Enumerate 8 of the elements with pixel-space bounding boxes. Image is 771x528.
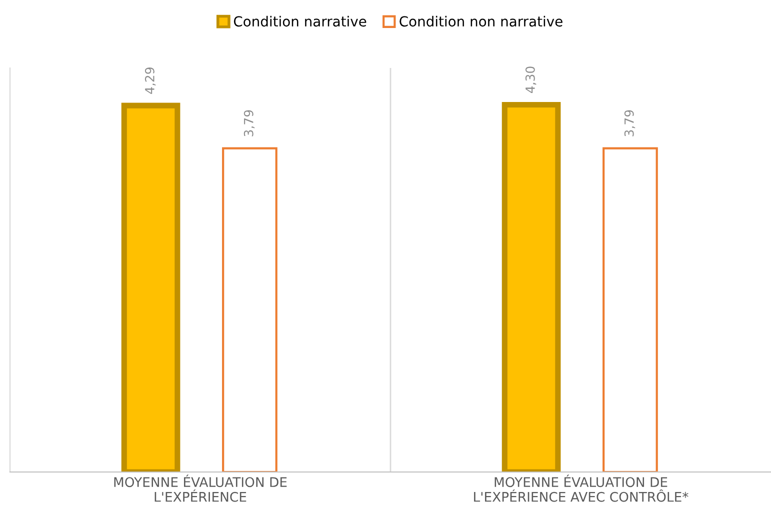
x-tick-label: MOYENNE ÉVALUATION DE L'EXPÉRIENCE AVEC CONTRÔLE* — [474, 474, 688, 502]
x-tick-label: MOYENNE ÉVALUATION DE L'EXPÉRIENCE — [114, 474, 287, 502]
legend-label: Condition non narrative — [400, 16, 562, 27]
data-label: 3,79 — [624, 110, 636, 136]
data-label: 4,29 — [144, 68, 156, 94]
data-label: 3,79 — [244, 110, 255, 136]
legend-label: Condition narrative — [234, 16, 366, 27]
data-label: 4,30 — [525, 66, 536, 94]
